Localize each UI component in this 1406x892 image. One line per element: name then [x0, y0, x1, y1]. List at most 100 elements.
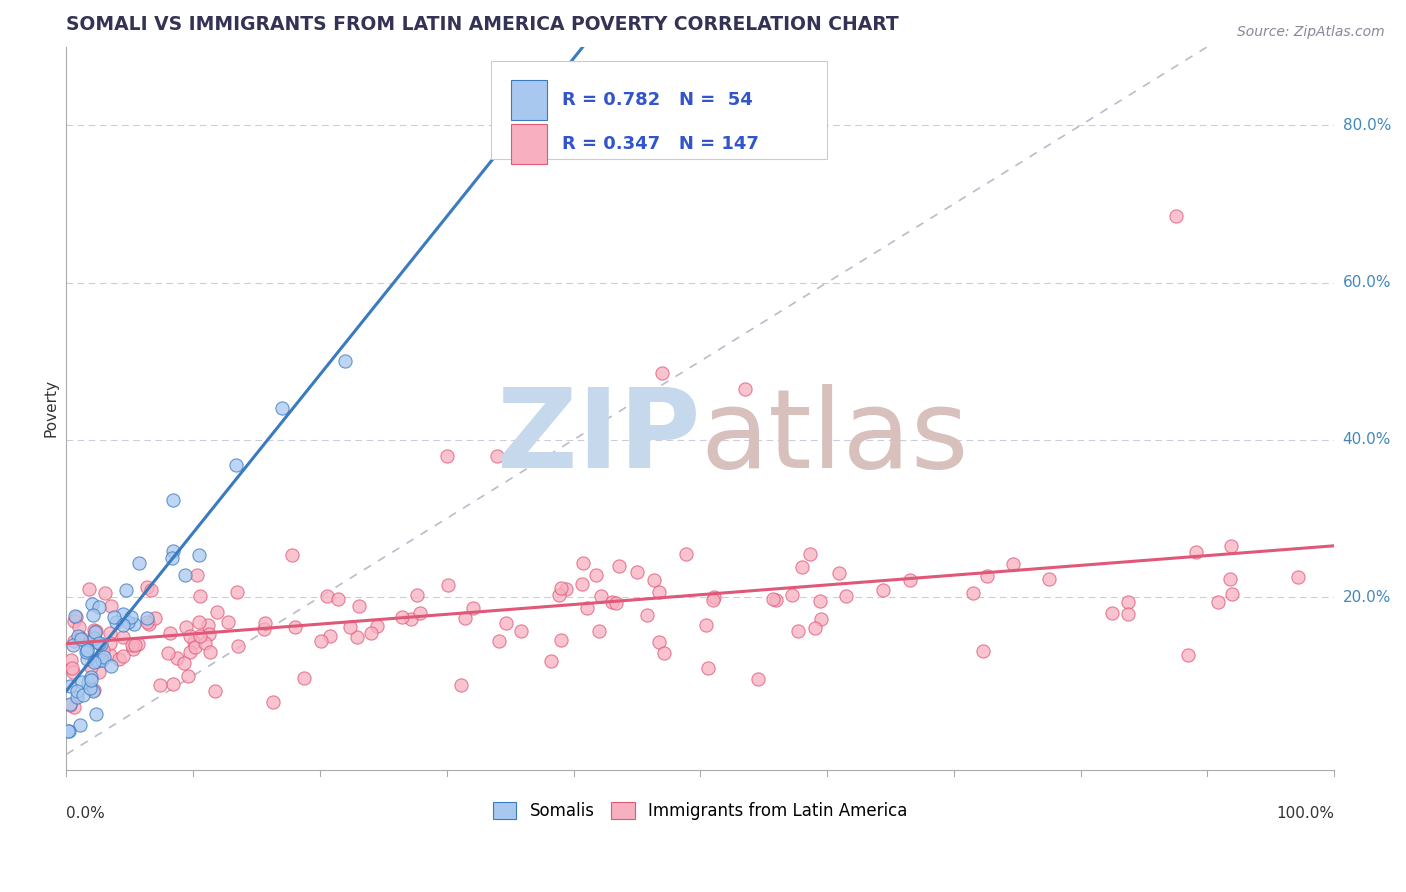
Text: R = 0.782   N =  54: R = 0.782 N = 54: [562, 91, 752, 109]
Point: [197, 627, 219, 641]
Point: [159, 626, 181, 640]
Point: [136, 611, 159, 625]
Point: [648, 585, 671, 599]
Text: 80.0%: 80.0%: [1343, 118, 1391, 133]
Point: [122, 617, 145, 632]
Point: [160, 550, 183, 565]
Point: [111, 617, 134, 632]
Point: [436, 578, 458, 592]
Point: [89, 600, 111, 615]
Point: [63, 634, 86, 648]
Point: [174, 620, 197, 634]
Point: [87, 665, 110, 679]
Point: [803, 622, 825, 636]
Point: [138, 617, 160, 632]
Point: [62, 638, 84, 652]
Point: [550, 581, 572, 595]
Point: [197, 618, 219, 632]
Point: [643, 573, 665, 587]
Point: [762, 592, 785, 607]
Point: [59, 679, 82, 693]
Point: [83, 631, 105, 645]
Point: [187, 615, 209, 630]
Point: [366, 618, 388, 632]
Point: [1002, 557, 1025, 571]
Point: [1116, 607, 1139, 621]
Point: [179, 645, 201, 659]
Point: [872, 582, 894, 597]
Point: [828, 566, 851, 581]
Point: [93, 650, 115, 665]
Point: [461, 601, 484, 615]
Point: [59, 653, 82, 667]
Point: [550, 632, 572, 647]
Point: [790, 560, 813, 574]
Point: [488, 633, 510, 648]
Point: [571, 576, 593, 591]
Point: [1220, 539, 1243, 553]
Point: [309, 634, 332, 648]
Point: [177, 668, 200, 682]
Point: [122, 642, 145, 657]
Point: [76, 643, 98, 657]
Point: [100, 648, 122, 662]
Point: [141, 583, 163, 598]
Point: [450, 678, 472, 692]
Point: [127, 637, 149, 651]
Point: [77, 582, 100, 596]
Point: [702, 593, 724, 607]
Point: [1038, 572, 1060, 586]
Point: [69, 718, 91, 732]
Point: [636, 607, 658, 622]
Point: [589, 589, 612, 603]
Point: [972, 644, 994, 658]
Point: [1101, 606, 1123, 620]
Point: [436, 449, 458, 463]
Point: [495, 615, 517, 630]
Point: [100, 599, 122, 613]
Point: [962, 585, 984, 599]
Point: [162, 543, 184, 558]
Point: [186, 568, 208, 582]
Point: [572, 556, 595, 570]
Point: [179, 629, 201, 643]
Point: [67, 629, 90, 643]
Point: [80, 597, 103, 611]
Point: [600, 595, 623, 609]
Point: [149, 678, 172, 692]
Point: [143, 611, 166, 625]
Point: [59, 698, 82, 712]
Point: [67, 620, 90, 634]
Point: [62, 661, 84, 675]
Point: [263, 695, 285, 709]
Point: [83, 632, 105, 647]
Point: [675, 547, 697, 561]
Point: [810, 612, 832, 626]
Point: [112, 607, 135, 621]
Point: [696, 661, 718, 675]
Point: [409, 607, 432, 621]
Point: [780, 588, 803, 602]
Text: R = 0.347   N = 147: R = 0.347 N = 147: [562, 135, 759, 153]
Point: [94, 586, 117, 600]
Point: [104, 615, 127, 629]
Text: Source: ZipAtlas.com: Source: ZipAtlas.com: [1237, 25, 1385, 39]
Point: [76, 651, 98, 665]
Point: [292, 671, 315, 685]
Point: [80, 670, 103, 684]
Point: [75, 645, 97, 659]
Text: 0.0%: 0.0%: [66, 806, 105, 822]
Point: [86, 654, 108, 668]
Point: [70, 674, 93, 689]
Point: [157, 647, 180, 661]
Point: [1286, 570, 1309, 584]
Point: [65, 684, 87, 698]
Point: [112, 631, 135, 645]
Y-axis label: Poverty: Poverty: [44, 379, 58, 437]
Point: [183, 635, 205, 649]
Point: [98, 625, 121, 640]
Point: [86, 634, 108, 648]
Point: [83, 656, 105, 670]
Point: [194, 635, 217, 649]
Point: [540, 654, 562, 668]
